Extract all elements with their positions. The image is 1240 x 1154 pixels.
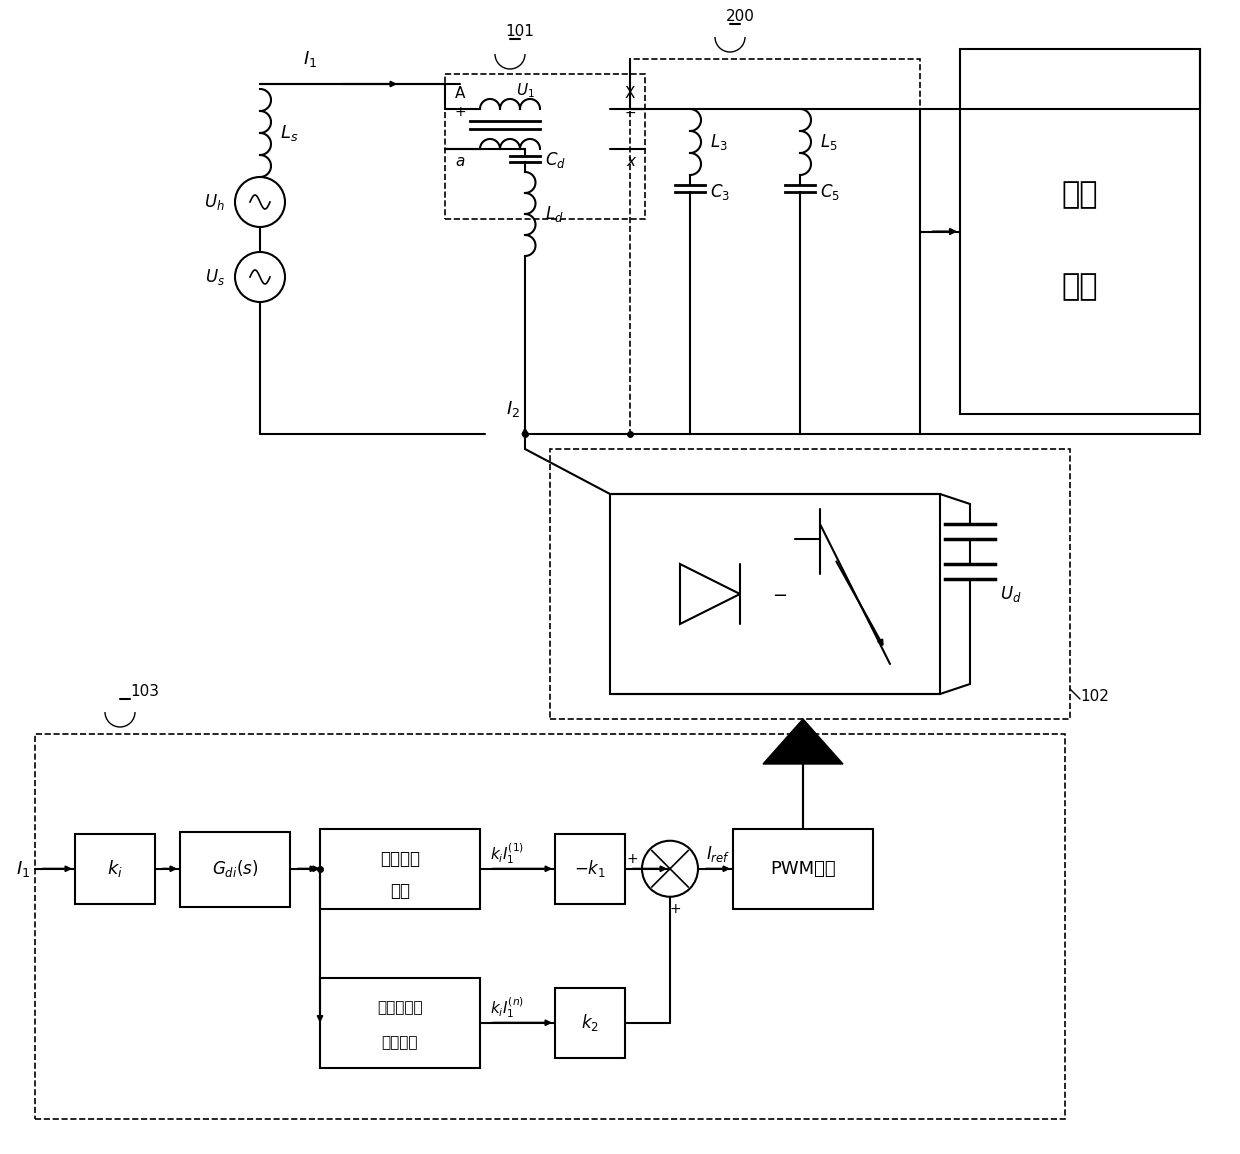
Text: $U_s$: $U_s$ [205, 267, 224, 287]
Text: 负载: 负载 [1061, 271, 1099, 301]
Text: $k_i I_1^{(n)}$: $k_i I_1^{(n)}$ [490, 996, 525, 1020]
Text: +: + [626, 852, 637, 866]
Bar [630, 59, 920, 434]
Text: $C_3$: $C_3$ [711, 182, 730, 202]
Text: PWM驱动: PWM驱动 [770, 860, 836, 878]
Bar [180, 832, 290, 907]
Text: $G_{di}(s)$: $G_{di}(s)$ [212, 859, 258, 879]
Bar [556, 988, 625, 1058]
Text: $L_d$: $L_d$ [546, 204, 564, 224]
Text: $U_h$: $U_h$ [205, 192, 224, 212]
Text: A: A [455, 87, 465, 102]
Text: $I_2$: $I_2$ [506, 399, 520, 419]
Polygon shape [763, 719, 843, 764]
Text: 基波检测: 基波检测 [379, 849, 420, 868]
Text: $-$: $-$ [624, 105, 636, 119]
Bar [551, 449, 1070, 719]
Bar [445, 74, 645, 219]
Bar [556, 833, 625, 904]
Text: 200: 200 [725, 9, 754, 24]
Bar [35, 734, 1065, 1119]
Text: 谐波: 谐波 [1061, 180, 1099, 210]
Text: $-$: $-$ [773, 585, 787, 604]
Text: $U_1$: $U_1$ [516, 82, 534, 100]
Bar [960, 48, 1200, 414]
Text: a: a [455, 153, 464, 168]
Bar [74, 833, 155, 904]
Text: $k_2$: $k_2$ [582, 1012, 599, 1033]
Text: $k_i$: $k_i$ [107, 859, 123, 879]
Text: $L_s$: $L_s$ [280, 123, 299, 143]
Text: $-k_1$: $-k_1$ [574, 859, 606, 879]
Text: +: + [454, 105, 466, 119]
Text: $I_1$: $I_1$ [16, 859, 30, 878]
Bar [610, 494, 940, 694]
Text: $I_1$: $I_1$ [303, 48, 317, 69]
Text: $C_5$: $C_5$ [820, 182, 839, 202]
Text: X: X [625, 87, 635, 102]
Text: $C_d$: $C_d$ [546, 150, 565, 171]
Text: 检测环节: 检测环节 [382, 1035, 418, 1050]
Text: 指定次谐波: 指定次谐波 [377, 1001, 423, 1016]
Text: +: + [670, 901, 681, 916]
Text: 103: 103 [130, 684, 159, 699]
Text: $k_i I_1^{(1)}$: $k_i I_1^{(1)}$ [490, 841, 525, 867]
Text: 环节: 环节 [391, 882, 410, 900]
Text: 102: 102 [1080, 689, 1109, 704]
Bar [320, 977, 480, 1067]
Text: 101: 101 [506, 24, 534, 39]
Text: $L_3$: $L_3$ [711, 132, 728, 152]
Bar [733, 829, 873, 908]
Text: $I_{ref}$: $I_{ref}$ [706, 844, 730, 863]
Text: x: x [626, 153, 635, 168]
Bar [320, 829, 480, 908]
Text: $L_5$: $L_5$ [820, 132, 838, 152]
Text: $U_d$: $U_d$ [999, 584, 1022, 604]
